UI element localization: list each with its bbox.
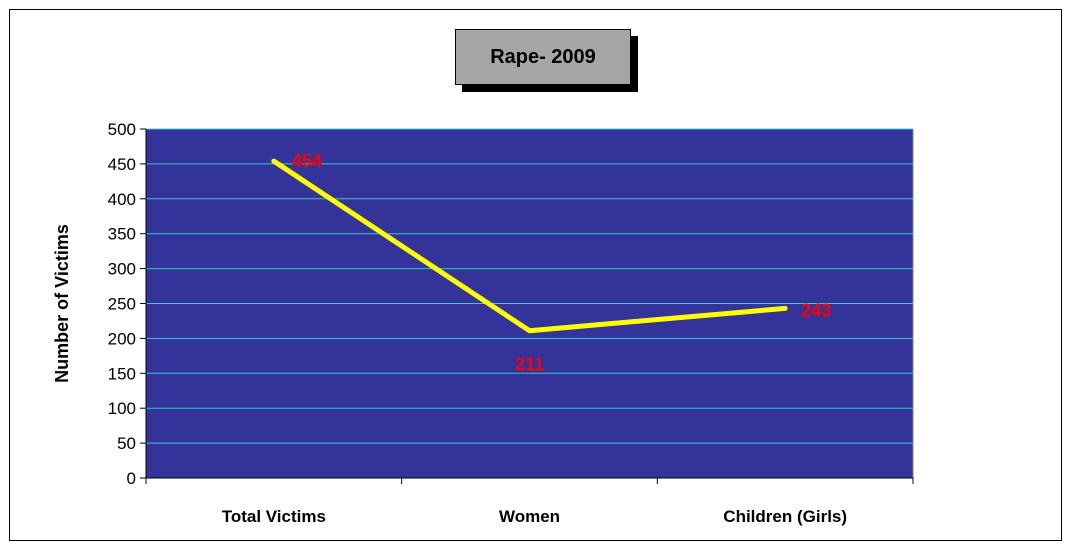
y-tick-label: 0 bbox=[127, 469, 136, 488]
data-label: 243 bbox=[801, 300, 831, 320]
x-tick-label: Women bbox=[499, 507, 560, 526]
y-tick-label: 200 bbox=[108, 329, 136, 348]
y-axis-title: Number of Victims bbox=[52, 224, 72, 383]
data-labels: 454 211 243 bbox=[292, 151, 831, 375]
gridlines bbox=[146, 128, 913, 444]
y-tick-label: 150 bbox=[108, 364, 136, 383]
y-tick-label: 500 bbox=[108, 120, 136, 139]
y-tick-labels: 0 50 100 150 200 250 300 350 400 450 500 bbox=[108, 120, 136, 488]
y-tick-label: 350 bbox=[108, 225, 136, 244]
x-tick-label: Total Victims bbox=[222, 507, 326, 526]
x-tick-label: Children (Girls) bbox=[723, 507, 847, 526]
chart-title: Rape- 2009 bbox=[455, 29, 631, 85]
y-tick-label: 250 bbox=[108, 295, 136, 314]
y-tick-label: 300 bbox=[108, 260, 136, 279]
series-line bbox=[271, 158, 788, 334]
y-tick-label: 100 bbox=[108, 399, 136, 418]
axes bbox=[140, 128, 914, 484]
y-tick-label: 450 bbox=[108, 155, 136, 174]
x-tick-labels: Total Victims Women Children (Girls) bbox=[222, 507, 847, 526]
y-tick-label: 400 bbox=[108, 190, 136, 209]
data-label: 454 bbox=[292, 151, 322, 171]
data-label: 211 bbox=[515, 355, 544, 375]
y-tick-label: 50 bbox=[117, 434, 136, 453]
